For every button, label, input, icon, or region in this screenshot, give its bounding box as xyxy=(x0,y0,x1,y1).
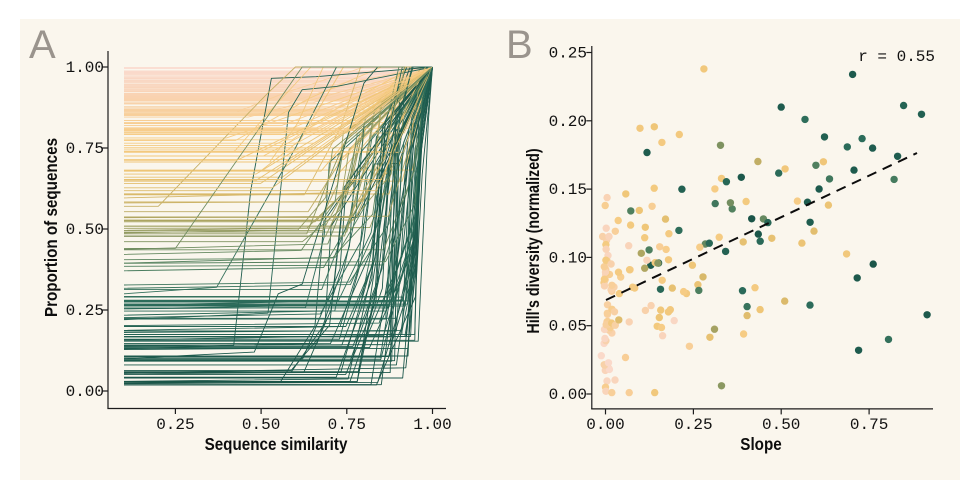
svg-text:0.25: 0.25 xyxy=(549,45,587,63)
svg-text:0.25: 0.25 xyxy=(66,302,104,320)
svg-text:0.00: 0.00 xyxy=(66,383,104,401)
svg-text:Proportion of sequences: Proportion of sequences xyxy=(41,138,62,317)
svg-text:0.50: 0.50 xyxy=(66,221,104,239)
svg-text:0.15: 0.15 xyxy=(549,181,587,199)
svg-text:0.75: 0.75 xyxy=(850,416,888,434)
svg-text:0.00: 0.00 xyxy=(549,386,587,404)
svg-text:A: A xyxy=(29,23,56,67)
svg-text:0.25: 0.25 xyxy=(674,416,712,434)
svg-text:0.25: 0.25 xyxy=(156,416,194,434)
svg-text:0.00: 0.00 xyxy=(586,416,624,434)
svg-text:1.00: 1.00 xyxy=(66,59,104,77)
svg-text:0.50: 0.50 xyxy=(242,416,280,434)
svg-text:0.10: 0.10 xyxy=(549,249,587,267)
svg-text:Slope: Slope xyxy=(740,434,781,455)
svg-text:Hill's diversity (normalized): Hill's diversity (normalized) xyxy=(523,148,543,333)
svg-text:r = 0.55: r = 0.55 xyxy=(858,48,935,66)
svg-text:Sequence similarity: Sequence similarity xyxy=(205,434,348,455)
svg-text:1.00: 1.00 xyxy=(413,416,451,434)
svg-text:0.50: 0.50 xyxy=(762,416,800,434)
svg-text:B: B xyxy=(506,23,533,67)
svg-text:0.20: 0.20 xyxy=(549,113,587,131)
svg-text:0.05: 0.05 xyxy=(549,318,587,336)
svg-text:0.75: 0.75 xyxy=(328,416,366,434)
svg-text:0.75: 0.75 xyxy=(66,140,104,158)
